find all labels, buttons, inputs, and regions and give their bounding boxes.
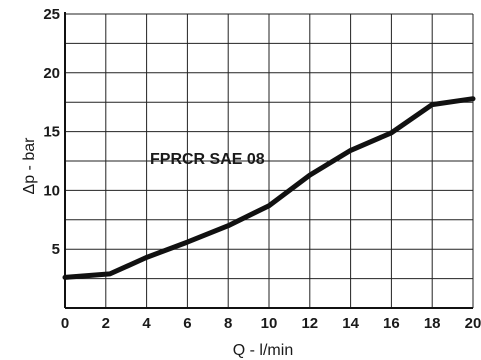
y-tick-label: 20 xyxy=(43,65,60,82)
series-annotation: FPRCR SAE 08 xyxy=(150,151,265,168)
x-axis-label: Q - l/min xyxy=(233,342,293,359)
x-tick-label: 4 xyxy=(142,315,151,332)
y-axis-label: Δp - bar xyxy=(21,137,38,195)
y-tick-label: 5 xyxy=(52,241,60,258)
series xyxy=(62,96,476,280)
grid xyxy=(65,13,474,308)
x-tick-label: 14 xyxy=(342,315,359,332)
x-tick-label: 6 xyxy=(183,315,191,332)
x-tick-label: 0 xyxy=(61,315,69,332)
x-tick-label: 20 xyxy=(465,315,481,332)
x-tick-label: 10 xyxy=(261,315,278,332)
tick-labels: 0 2 4 6 8 10 12 14 16 18 20 5 10 15 20 25 xyxy=(43,6,481,332)
axes xyxy=(64,12,473,309)
x-tick-label: 12 xyxy=(301,315,318,332)
y-tick-label: 10 xyxy=(43,182,60,199)
x-tick-label: 8 xyxy=(224,315,232,332)
x-tick-label: 18 xyxy=(424,315,441,332)
x-tick-label: 2 xyxy=(102,315,110,332)
y-tick-label: 15 xyxy=(43,124,60,141)
x-tick-label: 16 xyxy=(383,315,400,332)
y-tick-label: 25 xyxy=(43,6,60,23)
series-line xyxy=(62,96,476,280)
